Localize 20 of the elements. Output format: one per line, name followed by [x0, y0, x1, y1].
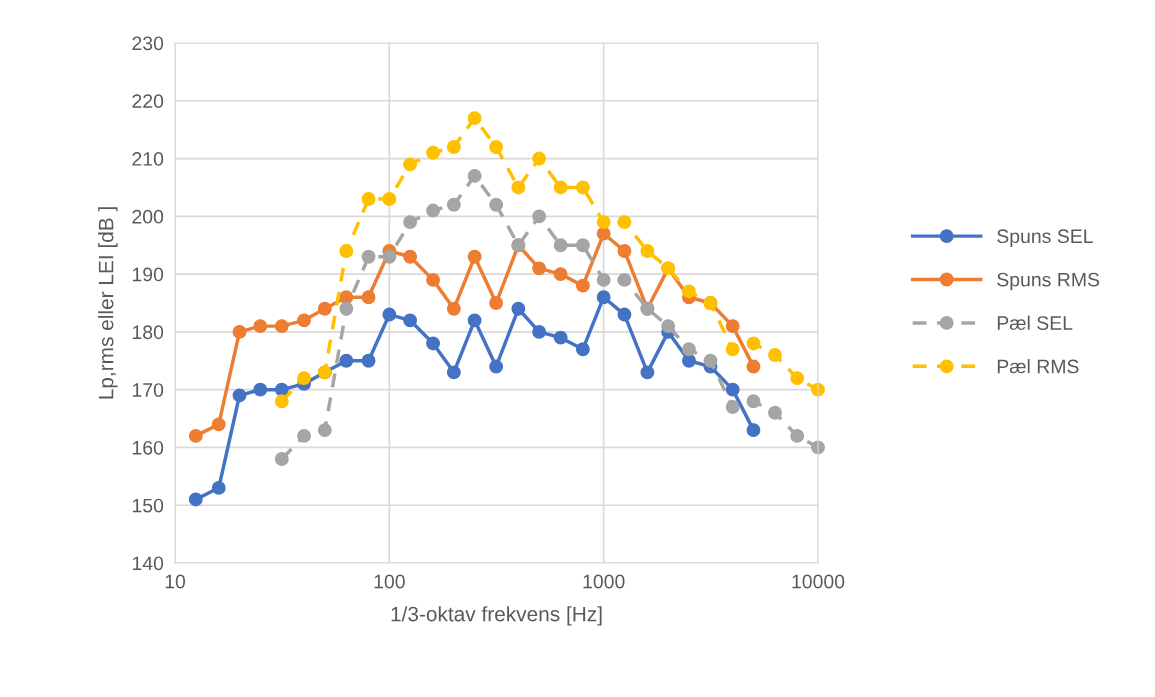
y-tick-label: 220 — [132, 94, 164, 109]
y-tick-label: 200 — [132, 209, 164, 224]
y-axis-title: Lp,rms eller LEI [dB ] — [98, 207, 118, 399]
legend-label: Spuns SEL — [997, 229, 1093, 247]
legend-label: Pæl SEL — [997, 315, 1073, 330]
y-tick-label: 230 — [132, 36, 164, 51]
x-tick-label: 10 — [165, 574, 186, 589]
y-tick-label: 160 — [132, 440, 164, 455]
x-tick-label: 1000 — [583, 574, 625, 589]
y-tick-label: 180 — [132, 325, 164, 340]
x-axis-title: 1/3-oktav frekvens [Hz] — [391, 606, 602, 626]
y-tick-label: 170 — [132, 383, 164, 397]
x-tick-label: 100 — [374, 574, 405, 589]
y-tick-label: 140 — [132, 556, 164, 571]
y-tick-label: 190 — [132, 267, 164, 282]
x-tick-label: 10000 — [792, 574, 845, 589]
y-tick-label: 210 — [132, 152, 164, 166]
legend-label: Pæl RMS — [997, 359, 1079, 374]
y-tick-label: 150 — [132, 498, 164, 513]
legend-label: Spuns RMS — [997, 272, 1100, 291]
